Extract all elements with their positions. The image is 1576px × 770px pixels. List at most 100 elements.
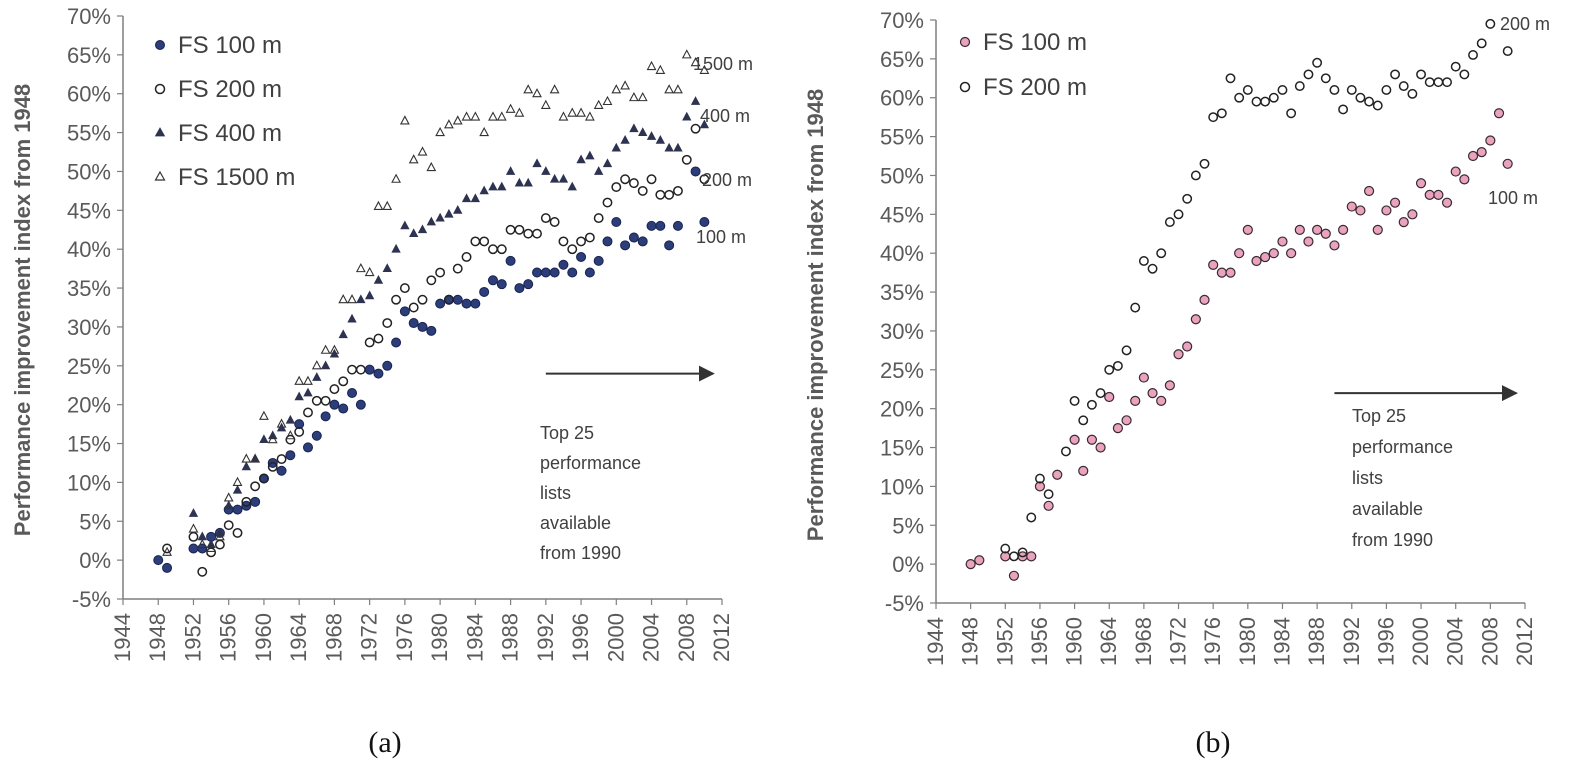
data-point	[682, 111, 692, 121]
x-tick-label: 1976	[1200, 617, 1225, 666]
data-point	[303, 387, 313, 397]
data-point	[1190, 170, 1201, 181]
data-point	[1104, 391, 1115, 403]
series-label-1500m: 1500 m	[693, 54, 753, 74]
data-point	[1078, 465, 1089, 476]
data-point	[699, 119, 710, 129]
data-point	[1398, 81, 1409, 92]
legend-marker-fs200-circle	[154, 83, 166, 95]
data-point	[452, 294, 463, 305]
data-point	[1407, 88, 1418, 99]
data-point	[329, 399, 340, 410]
data-point	[1329, 85, 1340, 95]
data-point	[1320, 73, 1331, 84]
annotation-line-4: available	[1352, 499, 1423, 519]
data-point	[1173, 349, 1184, 360]
data-point	[188, 543, 199, 554]
data-point	[699, 64, 710, 74]
data-point	[1485, 135, 1496, 146]
data-point	[628, 91, 639, 102]
y-tick-label: 40%	[880, 241, 924, 266]
data-point	[311, 395, 322, 406]
data-point	[1485, 18, 1496, 29]
x-tick-label: 1988	[498, 613, 523, 662]
y-tick-label: 55%	[880, 125, 924, 150]
data-point	[1502, 158, 1513, 169]
data-point	[965, 559, 976, 570]
data-point	[646, 131, 657, 140]
data-point	[285, 450, 296, 461]
data-point	[593, 213, 604, 224]
chart-b: -5% 0% 5% 10% 15% 20% 25% 30% 35% 40% 45% 50% 55% 60%…	[803, 8, 1550, 759]
x-tick-label: 1984	[1269, 617, 1294, 666]
data-point	[1026, 512, 1037, 523]
data-point	[223, 492, 234, 502]
series-fs-400-m	[188, 96, 710, 548]
data-point	[224, 500, 234, 510]
data-point	[197, 531, 207, 541]
data-point	[1415, 178, 1427, 189]
data-point	[1450, 166, 1461, 177]
x-tick-label: 2004	[1443, 617, 1468, 666]
data-point	[1060, 446, 1071, 457]
data-point	[1390, 69, 1401, 80]
data-point	[329, 384, 340, 395]
data-point	[435, 126, 446, 137]
data-point	[584, 267, 595, 278]
data-point	[285, 430, 296, 440]
data-point	[1234, 92, 1245, 103]
x-tick-label: 1964	[1096, 617, 1121, 666]
data-point	[664, 189, 675, 200]
series-label-200m: 200 m	[702, 170, 752, 190]
data-point	[637, 185, 648, 196]
data-point	[294, 419, 305, 430]
y-tick-labels: -5% 0% 5% 10% 15% 20% 25% 30% 35% 40% 45% 50% 55% 60%…	[67, 4, 111, 612]
data-point	[496, 279, 507, 290]
data-point	[1095, 442, 1106, 453]
y-tick-label: 60%	[67, 82, 111, 107]
axes	[930, 19, 1526, 609]
y-tick-label: 25%	[67, 354, 111, 379]
data-point	[532, 228, 542, 239]
data-point	[1459, 174, 1470, 185]
data-series	[153, 49, 710, 577]
data-point	[540, 267, 551, 278]
x-tick-label: 2008	[1477, 617, 1502, 666]
data-point	[347, 388, 358, 399]
legend-marker-fs100	[155, 40, 165, 50]
data-point	[1294, 224, 1305, 235]
data-point	[637, 236, 648, 247]
data-point	[532, 158, 542, 168]
data-point	[1190, 314, 1201, 325]
data-point	[672, 220, 683, 231]
data-point	[673, 84, 683, 94]
data-point	[1130, 395, 1141, 406]
data-point	[673, 142, 683, 152]
data-point	[259, 410, 269, 420]
data-point	[1026, 551, 1037, 562]
data-point	[638, 127, 648, 137]
data-point	[285, 434, 296, 445]
data-point	[664, 240, 675, 251]
data-point	[699, 216, 710, 227]
x-tick-label: 1948	[958, 617, 983, 666]
data-point	[655, 135, 666, 144]
data-point	[408, 154, 419, 164]
x-tick-label: 1944	[923, 617, 948, 666]
data-point	[435, 212, 445, 222]
data-point	[408, 302, 419, 313]
data-point	[1389, 197, 1401, 208]
axes	[117, 15, 723, 605]
data-point	[320, 360, 331, 370]
data-point	[267, 433, 278, 444]
data-point	[347, 364, 357, 375]
data-point	[576, 236, 587, 247]
data-point	[267, 461, 278, 472]
data-point	[294, 375, 305, 385]
y-tick-label: 70%	[880, 8, 924, 33]
data-point	[417, 224, 428, 234]
data-point	[1286, 248, 1297, 259]
data-point	[206, 547, 217, 558]
data-point	[558, 259, 569, 270]
data-point	[602, 95, 613, 106]
